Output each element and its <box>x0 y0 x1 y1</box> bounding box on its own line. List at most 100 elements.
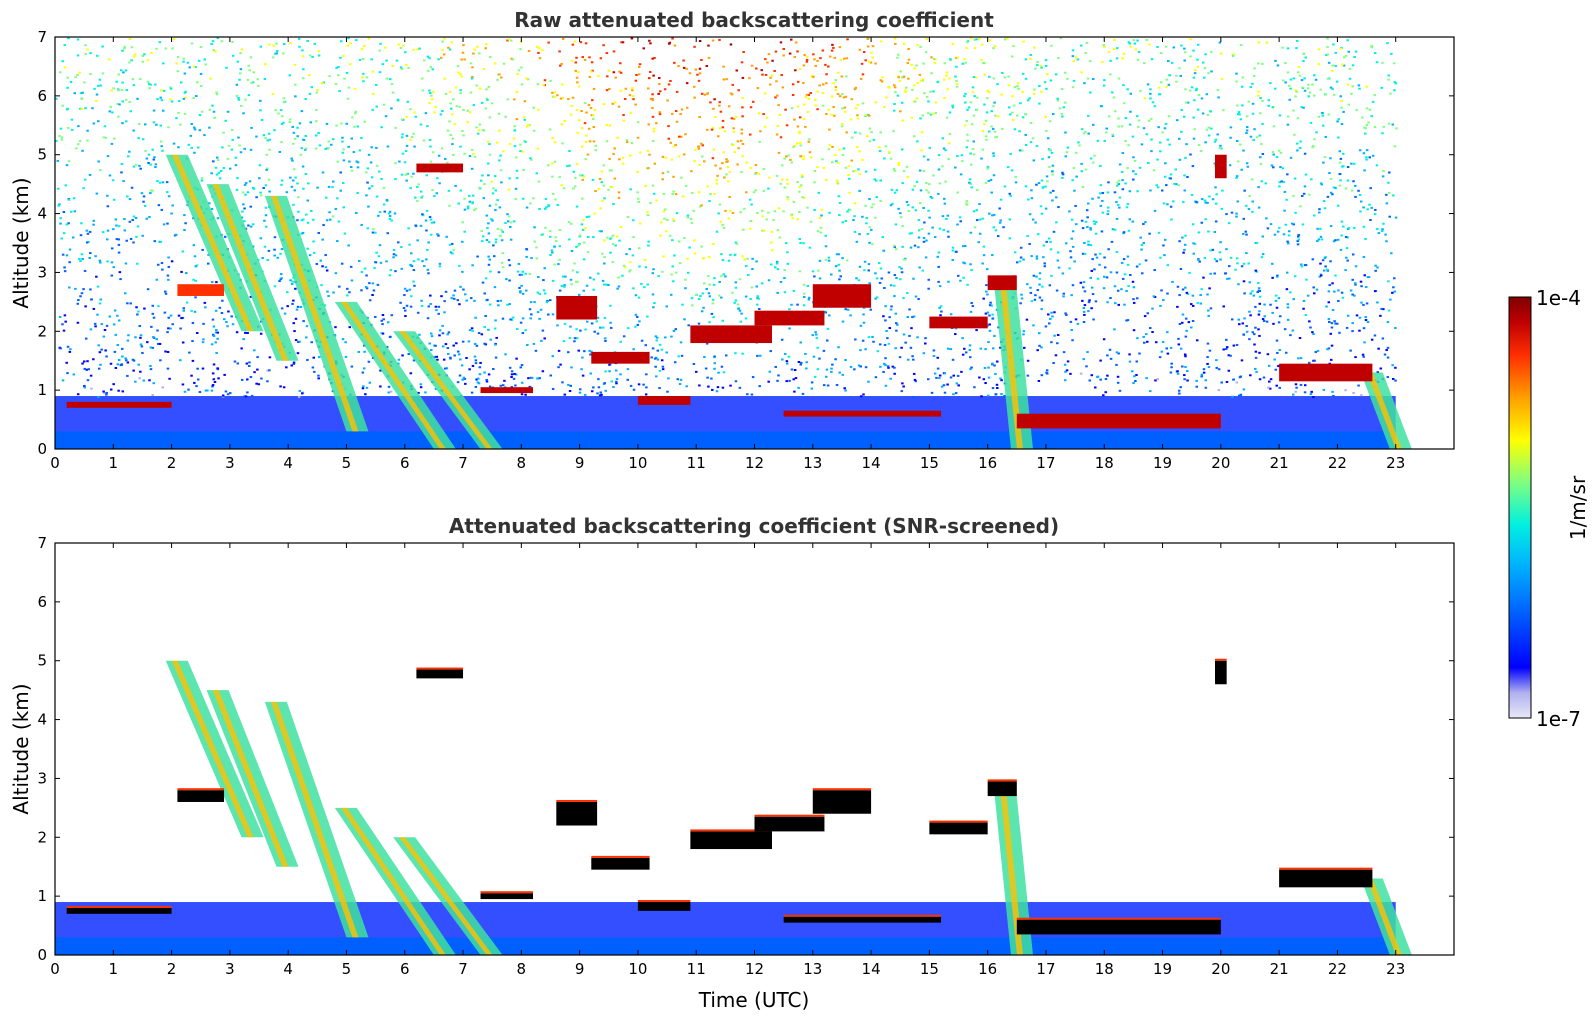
noise-pixel <box>569 278 573 281</box>
noise-pixel <box>659 234 662 237</box>
noise-pixel <box>838 269 841 272</box>
noise-pixel <box>1184 234 1187 237</box>
noise-pixel <box>1071 245 1075 248</box>
noise-pixel <box>1195 89 1198 92</box>
noise-pixel <box>201 341 205 344</box>
noise-pixel <box>1167 83 1171 86</box>
noise-pixel <box>340 40 343 43</box>
noise-pixel <box>984 119 988 122</box>
noise-pixel <box>592 140 596 143</box>
noise-pixel <box>1215 359 1218 362</box>
noise-pixel <box>487 241 491 244</box>
noise-pixel <box>965 41 969 44</box>
noise-pixel <box>769 350 773 353</box>
noise-pixel <box>1022 40 1025 43</box>
noise-pixel <box>728 170 731 173</box>
noise-pixel <box>242 203 245 206</box>
noise-pixel <box>1056 333 1060 336</box>
noise-pixel <box>298 122 302 125</box>
noise-pixel <box>946 214 950 217</box>
noise-pixel <box>114 218 118 221</box>
noise-pixel <box>919 189 923 192</box>
noise-pixel <box>508 177 511 180</box>
noise-pixel <box>1382 308 1385 311</box>
noise-pixel <box>62 329 66 332</box>
noise-pixel <box>1040 299 1044 302</box>
noise-pixel <box>67 198 71 201</box>
noise-pixel <box>830 95 834 98</box>
noise-pixel <box>1299 205 1302 208</box>
noise-pixel <box>521 197 525 200</box>
noise-pixel <box>124 357 127 360</box>
noise-pixel <box>1386 321 1390 324</box>
noise-pixel <box>293 137 297 140</box>
noise-pixel <box>128 37 132 40</box>
noise-pixel <box>887 342 891 345</box>
noise-pixel <box>1149 189 1152 192</box>
noise-pixel <box>700 142 703 145</box>
noise-pixel <box>388 210 392 213</box>
noise-pixel <box>386 145 390 148</box>
noise-pixel <box>143 307 146 310</box>
noise-pixel <box>830 367 833 370</box>
noise-pixel <box>1297 234 1300 237</box>
noise-pixel <box>418 333 421 336</box>
noise-pixel <box>416 48 419 51</box>
noise-pixel <box>859 324 863 327</box>
noise-pixel <box>156 342 160 345</box>
noise-pixel <box>485 239 489 242</box>
noise-pixel <box>791 83 795 86</box>
noise-pixel <box>427 272 430 275</box>
noise-pixel <box>625 141 629 144</box>
noise-pixel <box>1326 37 1329 40</box>
noise-pixel <box>1009 152 1012 155</box>
noise-pixel <box>1339 248 1343 251</box>
noise-pixel <box>378 211 382 214</box>
noise-pixel <box>579 41 583 44</box>
noise-pixel <box>924 337 927 340</box>
noise-pixel <box>934 58 937 61</box>
noise-pixel <box>487 174 490 177</box>
noise-pixel <box>169 314 173 317</box>
noise-pixel <box>813 98 817 101</box>
noise-pixel <box>1245 233 1248 236</box>
noise-pixel <box>643 258 647 261</box>
noise-pixel <box>1295 47 1298 50</box>
noise-pixel <box>720 296 723 299</box>
noise-pixel <box>304 172 308 175</box>
noise-pixel <box>878 149 882 152</box>
noise-pixel <box>710 377 713 380</box>
noise-pixel <box>615 235 619 238</box>
noise-pixel <box>291 302 294 305</box>
noise-pixel <box>1159 150 1162 153</box>
noise-pixel <box>494 343 497 346</box>
noise-pixel <box>1245 115 1249 118</box>
noise-pixel <box>1054 354 1058 357</box>
noise-pixel <box>1259 162 1263 165</box>
noise-pixel <box>1030 300 1034 303</box>
noise-pixel <box>524 329 527 332</box>
noise-pixel <box>1082 281 1086 284</box>
noise-pixel <box>662 192 666 195</box>
noise-pixel <box>715 230 719 233</box>
noise-pixel <box>388 217 392 220</box>
noise-pixel <box>1120 171 1124 174</box>
noise-pixel <box>1019 302 1022 305</box>
noise-pixel <box>921 269 925 272</box>
noise-pixel <box>803 196 806 199</box>
noise-pixel <box>250 126 253 129</box>
noise-pixel <box>1203 67 1207 70</box>
noise-pixel <box>110 247 114 250</box>
noise-pixel <box>730 93 734 96</box>
noise-pixel <box>563 120 567 123</box>
noise-pixel <box>1259 112 1262 115</box>
noise-pixel <box>798 116 802 119</box>
noise-pixel <box>735 242 739 245</box>
noise-pixel <box>611 243 615 246</box>
noise-pixel <box>148 216 151 219</box>
noise-pixel <box>1046 180 1049 183</box>
noise-pixel <box>346 294 349 297</box>
noise-pixel <box>1293 133 1296 136</box>
noise-pixel <box>570 222 573 225</box>
noise-pixel <box>1361 116 1364 119</box>
